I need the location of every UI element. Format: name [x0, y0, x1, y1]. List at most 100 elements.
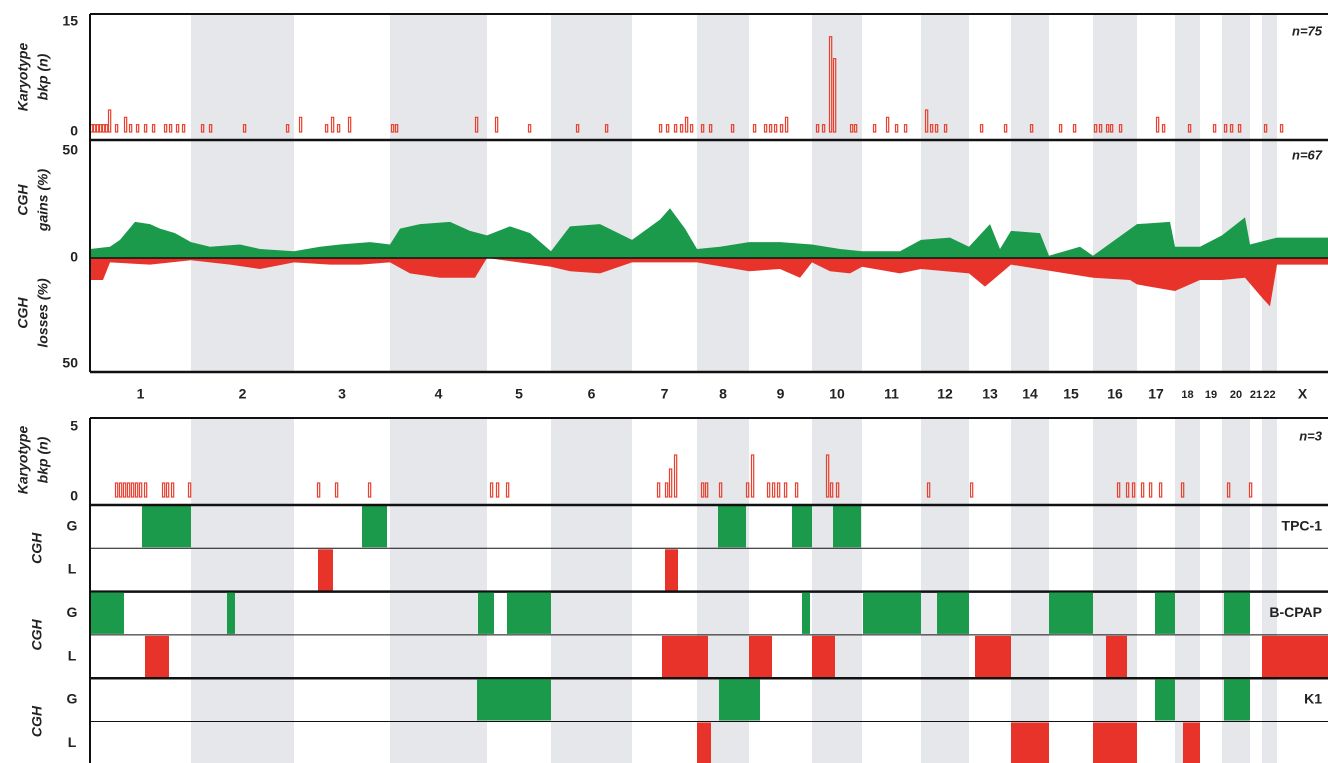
breakpoint-bar [336, 124, 341, 133]
breakpoint-bar [1155, 116, 1160, 133]
breakpoint-bar [656, 482, 661, 498]
cgh-segment [1106, 635, 1127, 678]
breakpoint-bar [143, 482, 148, 498]
breakpoint-bar [242, 124, 247, 133]
breakpoint-bar [330, 116, 335, 133]
axis-label: gains (%) [35, 169, 51, 233]
breakpoint-bar [704, 482, 709, 498]
breakpoint-bar [118, 482, 123, 498]
cgh-segment [1183, 722, 1200, 763]
breakpoint-bar [929, 124, 934, 133]
breakpoint-bar [138, 482, 143, 498]
cgh-segment [1093, 722, 1137, 763]
breakpoint-bar [1105, 124, 1110, 133]
cgh-segment [1155, 679, 1175, 721]
cgh-segment [507, 592, 551, 634]
cgh-segment [833, 506, 861, 548]
breakpoint-bar [1072, 124, 1077, 133]
y-tick-label: 5 [70, 418, 78, 434]
chromosome-band [1262, 14, 1277, 372]
cgh-segment [749, 635, 772, 678]
chromosome-label: 19 [1205, 389, 1217, 401]
breakpoint-bar [668, 468, 673, 498]
breakpoint-bar [1131, 482, 1136, 498]
chromosome-label: 3 [338, 386, 346, 402]
n-label: n=75 [1292, 23, 1323, 38]
cgh-segment [477, 679, 551, 721]
cgh-segment [1011, 722, 1049, 763]
cgh-label: CGH [29, 618, 45, 650]
breakpoint-bar [684, 116, 689, 133]
breakpoint-bar [1109, 124, 1114, 133]
cgh-segment [1155, 592, 1175, 634]
y-tick-label: 15 [62, 13, 78, 29]
cgh-segment [812, 635, 835, 678]
cgh-label: CGH [29, 532, 45, 564]
breakpoint-bar [114, 124, 119, 133]
breakpoint-bar [926, 482, 931, 498]
row-label: G [67, 517, 78, 533]
breakpoint-bar [324, 124, 329, 133]
n-label: n=67 [1292, 147, 1323, 162]
breakpoint-bar [885, 116, 890, 133]
breakpoint-bar [718, 482, 723, 498]
breakpoint-bar [673, 124, 678, 133]
breakpoint-bar [1180, 482, 1185, 498]
chromosome-label: 21 [1250, 389, 1262, 401]
breakpoint-bar [689, 124, 694, 133]
y-tick-label: 50 [62, 142, 78, 158]
breakpoint-bar [1187, 124, 1192, 133]
breakpoint-bar [1125, 482, 1130, 498]
breakpoint-bar [828, 36, 833, 133]
breakpoint-bar [101, 124, 106, 133]
breakpoint-bar [825, 454, 830, 498]
chromosome-label: 20 [1230, 389, 1242, 401]
breakpoint-bar [943, 124, 948, 133]
cgh-segment [792, 506, 812, 548]
chromosome-label: 12 [937, 386, 953, 402]
breakpoint-bar [783, 482, 788, 498]
breakpoint-bar [1118, 124, 1123, 133]
breakpoint-bar [505, 482, 510, 498]
chromosome-label: 18 [1181, 389, 1193, 401]
breakpoint-bar [1212, 124, 1217, 133]
breakpoint-bar [1093, 124, 1098, 133]
breakpoint-bar [1226, 482, 1231, 498]
breakpoint-bar [143, 124, 148, 133]
breakpoint-bar [170, 482, 175, 498]
breakpoint-bar [815, 124, 820, 133]
breakpoint-bar [394, 124, 399, 133]
breakpoint-bar [664, 482, 669, 498]
breakpoint-bar [979, 124, 984, 133]
cgh-segment [665, 549, 678, 591]
chromosome-label: 11 [884, 386, 899, 402]
chromosome-band [1175, 14, 1200, 372]
breakpoint-bar [347, 116, 352, 133]
breakpoint-bar [794, 482, 799, 498]
breakpoint-bar [367, 482, 372, 498]
axis-label: CGH [15, 184, 31, 216]
cgh-segment [937, 592, 969, 634]
breakpoint-bar [527, 124, 532, 133]
breakpoint-bar [853, 124, 858, 133]
chromosome-band [1222, 14, 1250, 372]
chromosome-band [1011, 14, 1049, 372]
chromosome-label: 6 [588, 386, 596, 402]
row-label: G [67, 604, 78, 620]
chromosome-label: 16 [1107, 386, 1123, 402]
breakpoint-bar [1263, 124, 1268, 133]
cgh-segment [662, 635, 708, 678]
chromosome-band [1093, 14, 1137, 372]
cell-line-name: B-CPAP [1269, 604, 1322, 620]
breakpoint-bar [894, 124, 899, 133]
breakpoint-bar [776, 482, 781, 498]
breakpoint-bar [175, 124, 180, 133]
breakpoint-bar [1248, 482, 1253, 498]
breakpoint-bar [126, 482, 131, 498]
breakpoint-bar [489, 482, 494, 498]
cgh-segment [227, 592, 235, 634]
chromosome-label: 1 [137, 386, 145, 402]
axis-label: bkp (n) [35, 436, 51, 483]
breakpoint-bar [1161, 124, 1166, 133]
axis-label: CGH [15, 297, 31, 329]
